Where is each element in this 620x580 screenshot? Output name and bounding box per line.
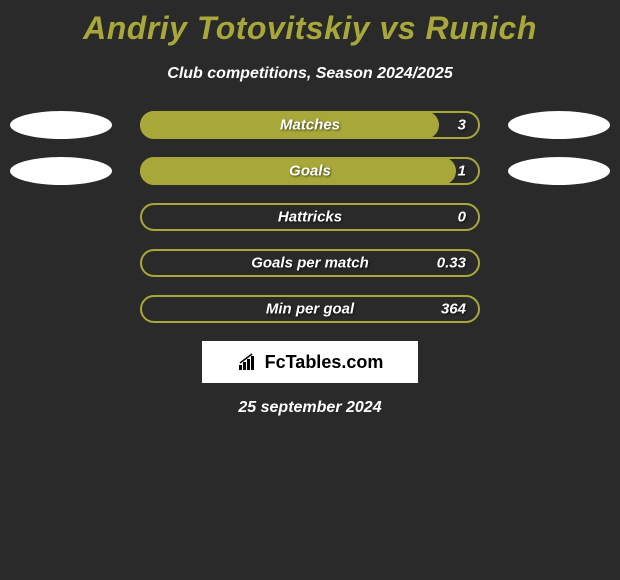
page-title: Andriy Totovitskiy vs Runich (0, 0, 620, 47)
brand-box[interactable]: FcTables.com (202, 341, 418, 383)
stats-area: Matches 3 Goals 1 Hattricks 0 (0, 111, 620, 323)
avatar-placeholder (508, 295, 610, 323)
subtitle: Club competitions, Season 2024/2025 (0, 65, 620, 83)
stat-bar: Min per goal 364 (140, 295, 480, 323)
stat-value: 0.33 (437, 255, 466, 272)
player-avatar-left (10, 111, 112, 139)
player-avatar-right (508, 111, 610, 139)
comparison-infographic: Andriy Totovitskiy vs Runich Club compet… (0, 0, 620, 580)
player-avatar-right (508, 157, 610, 185)
avatar-placeholder (508, 249, 610, 277)
stat-bar: Hattricks 0 (140, 203, 480, 231)
stat-label: Goals (289, 163, 331, 180)
stat-row: Hattricks 0 (0, 203, 620, 231)
stat-bar: Goals 1 (140, 157, 480, 185)
avatar-placeholder (508, 203, 610, 231)
stat-bar: Goals per match 0.33 (140, 249, 480, 277)
player-avatar-left (10, 157, 112, 185)
stat-row: Goals 1 (0, 157, 620, 185)
stat-row: Goals per match 0.33 (0, 249, 620, 277)
stat-label: Hattricks (278, 209, 342, 226)
date-text: 25 september 2024 (0, 399, 620, 417)
avatar-placeholder (10, 249, 112, 277)
stat-row: Min per goal 364 (0, 295, 620, 323)
stat-label: Matches (280, 117, 340, 134)
brand-text: FcTables.com (265, 352, 384, 373)
stat-value: 364 (441, 301, 466, 318)
stat-label: Goals per match (251, 255, 369, 272)
chart-icon (237, 353, 259, 371)
stat-value: 3 (458, 117, 466, 134)
avatar-placeholder (10, 295, 112, 323)
avatar-placeholder (10, 203, 112, 231)
stat-value: 1 (458, 163, 466, 180)
stat-row: Matches 3 (0, 111, 620, 139)
stat-bar: Matches 3 (140, 111, 480, 139)
stat-label: Min per goal (266, 301, 354, 318)
brand-content: FcTables.com (237, 352, 384, 373)
stat-value: 0 (458, 209, 466, 226)
